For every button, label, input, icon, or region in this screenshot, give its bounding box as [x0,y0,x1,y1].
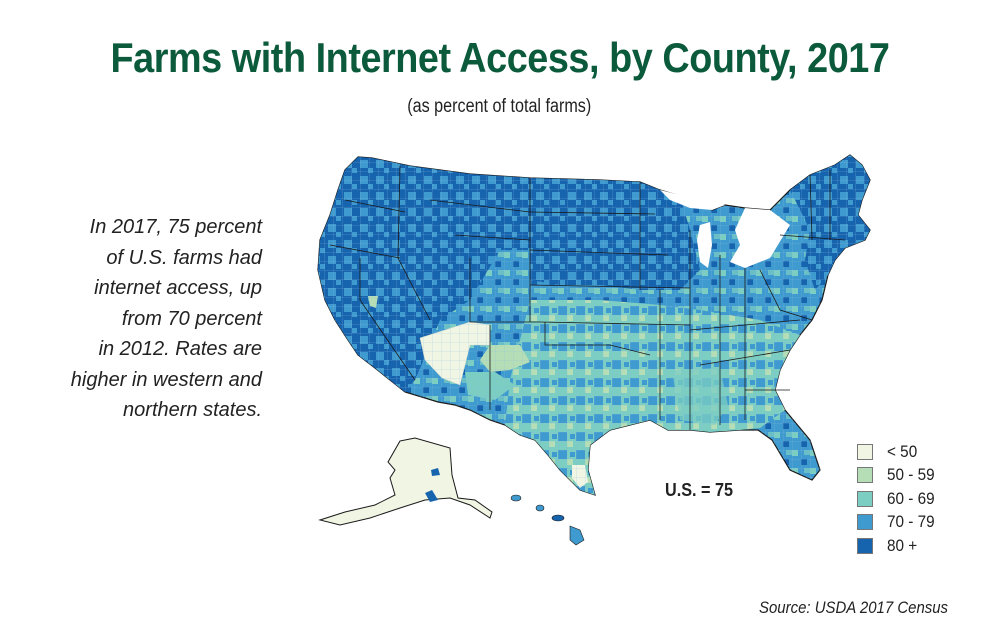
note-line: in 2012. Rates are [98,338,262,360]
note-line: of U.S. farms had [106,246,262,269]
legend-label: < 50 [887,441,918,461]
chart-subtitle: (as percent of total farms) [407,96,592,117]
note-line: In 2017, 75 percent [89,216,262,238]
legend-swatch [857,514,873,531]
note-line: higher in western and [70,368,262,391]
legend-item-lt50: < 50 [857,440,940,464]
legend: < 50 50 - 59 60 - 69 70 - 79 80 + [857,440,940,558]
state-borders [329,165,846,430]
us-county-map [317,154,871,546]
source-note: Source: USDA 2017 Census [759,598,949,617]
legend-item-60-69: 60 - 69 [857,487,940,511]
lake-superior [660,190,725,210]
lake-michigan [697,222,712,268]
legend-swatch [857,490,873,507]
lake-erie-huron [730,208,790,268]
legend-label: 50 - 59 [887,465,935,485]
legend-label: 60 - 69 [887,488,935,508]
legend-label: 70 - 79 [887,512,935,532]
legend-item-80plus: 80 + [857,534,940,558]
hawaii [510,494,585,546]
note-line: northern states. [123,399,262,421]
county-grid [318,155,870,495]
legend-swatch [857,467,873,484]
note-line: internet access, up [94,277,262,299]
legend-swatch [857,443,873,460]
alaska [318,437,493,526]
legend-item-50-59: 50 - 59 [857,464,940,488]
legend-swatch [857,537,873,554]
note-line: from 70 percent [121,307,262,330]
summary-note: In 2017, 75 percent of U.S. farms had in… [30,212,262,426]
us-average-label: U.S. = 75 [665,480,733,500]
legend-label: 80 + [887,535,918,555]
chart-title: Farms with Internet Access, by County, 2… [110,34,890,81]
legend-item-70-79: 70 - 79 [857,511,940,535]
